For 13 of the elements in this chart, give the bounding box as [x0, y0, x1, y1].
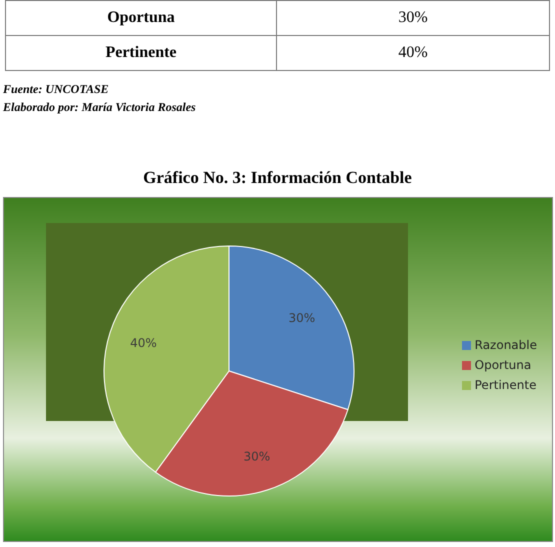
legend-label: Oportuna: [474, 358, 532, 372]
text: Oportuna: [6, 0, 276, 36]
text: Elaborado por: María Victoria Rosales: [3, 99, 196, 116]
data-label: 30%: [288, 311, 316, 326]
data-label: 30%: [243, 450, 270, 464]
source-note: Fuente: UNCOTASE: [3, 81, 110, 98]
text: Pertinente: [6, 36, 276, 70]
legend-label: Pertinente: [474, 378, 536, 392]
data-label: 40%: [130, 336, 157, 350]
text: 30%: [276, 0, 550, 36]
text: 40%: [276, 36, 550, 70]
legend-label: Razonable: [474, 338, 537, 352]
chart-title: Gráfico No. 3: Información Contable: [142, 168, 413, 188]
